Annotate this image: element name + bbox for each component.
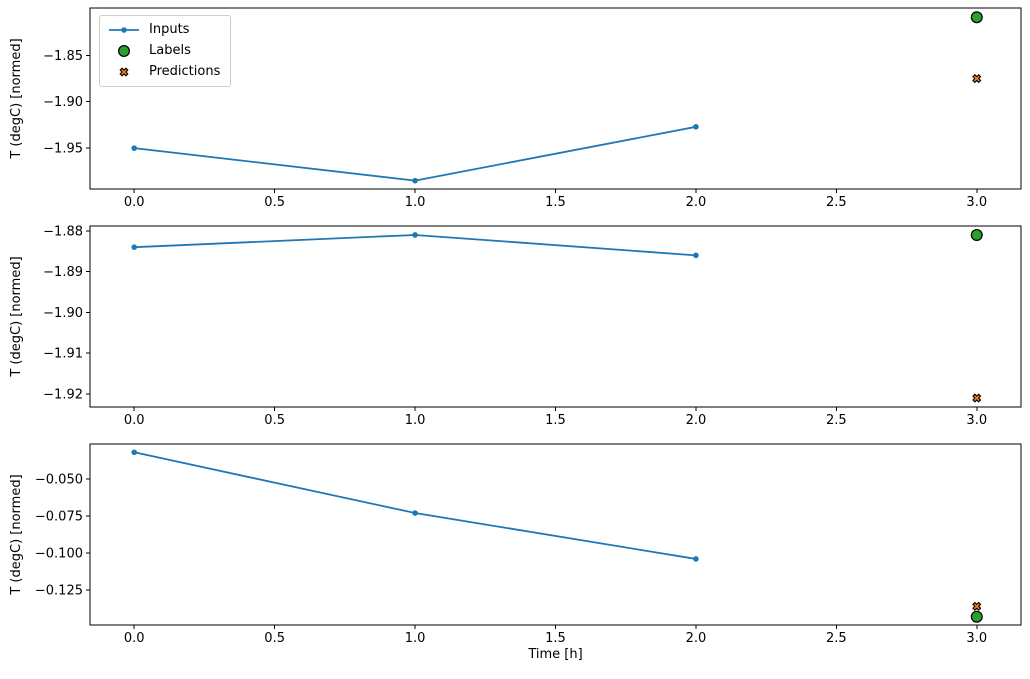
inputs-point xyxy=(131,145,138,151)
inputs-point xyxy=(412,510,418,516)
inputs-point xyxy=(693,556,699,562)
y-axis-label: T (degC) [normed] xyxy=(9,256,24,377)
inputs-point xyxy=(412,232,418,238)
x-tick-label: 2.5 xyxy=(826,195,847,210)
y-axis-label: T (degC) [normed] xyxy=(9,38,24,159)
x-axis-label: Time [h] xyxy=(527,647,582,662)
labels-marker xyxy=(970,610,983,623)
y-tick-label: −1.88 xyxy=(43,224,83,239)
inputs-point xyxy=(131,244,138,250)
y-tick-label: −1.90 xyxy=(43,95,83,110)
y-tick-label: −1.85 xyxy=(43,49,83,64)
inputs-line xyxy=(134,125,697,182)
legend-label-inputs: Inputs xyxy=(149,22,190,37)
x-tick-label: 1.0 xyxy=(405,195,426,210)
inputs-line xyxy=(134,451,697,560)
x-tick-label: 2.0 xyxy=(686,413,707,428)
y-tick-label: −1.89 xyxy=(43,265,83,280)
legend-item-inputs: Inputs xyxy=(108,22,220,38)
inputs-line-dot-icon xyxy=(108,23,140,37)
x-tick-label: 2.0 xyxy=(686,195,707,210)
y-axis-label: T (degC) [normed] xyxy=(9,474,24,595)
predictions-marker xyxy=(972,73,982,84)
labels-marker xyxy=(970,228,983,241)
inputs-line xyxy=(134,234,696,257)
x-tick-label: 3.0 xyxy=(966,631,987,646)
labels-circle-icon xyxy=(108,44,140,58)
labels-marker xyxy=(970,11,983,24)
x-tick-label: 3.0 xyxy=(966,195,987,210)
predictions-x-icon xyxy=(108,65,140,79)
y-tick-label: −1.95 xyxy=(43,142,83,157)
inputs-point xyxy=(693,124,699,130)
legend-label-predictions: Predictions xyxy=(149,64,221,79)
inputs-point xyxy=(412,177,418,184)
subplot-3-spines xyxy=(89,443,1022,626)
x-tick-label: 3.0 xyxy=(966,413,987,428)
y-tick-label: −0.050 xyxy=(35,472,83,487)
y-tick-label: −0.100 xyxy=(35,547,83,562)
x-tick-label: 2.0 xyxy=(686,631,707,646)
x-tick-label: 2.5 xyxy=(826,631,847,646)
x-tick-label: 1.0 xyxy=(405,631,426,646)
legend-label-labels: Labels xyxy=(149,43,191,58)
y-tick-label: −1.91 xyxy=(43,347,83,362)
x-tick-label: 0.0 xyxy=(124,631,145,646)
x-tick-label: 1.0 xyxy=(405,413,426,428)
x-tick-label: 0.5 xyxy=(264,413,285,428)
inputs-point xyxy=(131,449,138,456)
x-tick-label: 2.5 xyxy=(826,413,847,428)
y-tick-label: −1.92 xyxy=(43,387,83,402)
y-tick-label: −0.125 xyxy=(35,584,83,599)
x-tick-label: 0.0 xyxy=(124,413,145,428)
y-tick-label: −0.075 xyxy=(35,509,83,524)
legend-item-predictions: Predictions xyxy=(108,64,220,80)
x-tick-label: 1.5 xyxy=(545,631,566,646)
x-tick-label: 0.5 xyxy=(264,631,285,646)
subplot-2-spines xyxy=(89,225,1022,408)
inputs-point xyxy=(693,252,699,259)
predictions-marker xyxy=(972,393,982,403)
x-tick-label: 0.5 xyxy=(264,195,285,210)
x-tick-label: 1.5 xyxy=(545,413,566,428)
legend-item-labels: Labels xyxy=(108,43,220,59)
y-tick-label: −1.90 xyxy=(43,306,83,321)
x-tick-label: 1.5 xyxy=(545,195,566,210)
x-tick-label: 0.0 xyxy=(124,195,145,210)
predictions-marker xyxy=(972,601,982,611)
legend: Inputs Labels Predictions xyxy=(99,15,232,87)
